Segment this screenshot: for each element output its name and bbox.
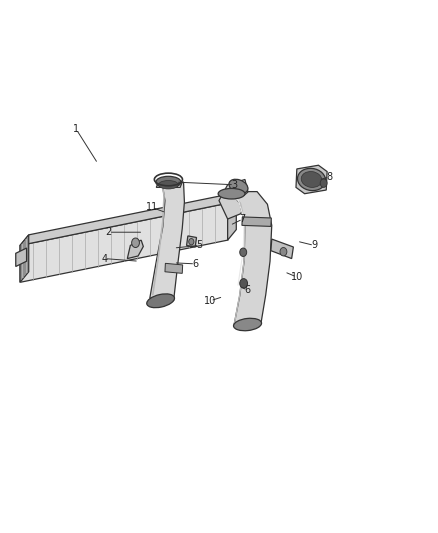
Text: 11: 11 [146, 203, 158, 213]
Text: 4: 4 [101, 254, 107, 264]
Text: 1: 1 [73, 124, 79, 134]
Circle shape [240, 248, 247, 256]
Text: 10: 10 [204, 296, 216, 306]
Text: 10: 10 [291, 272, 303, 282]
Text: 9: 9 [311, 240, 317, 251]
Circle shape [132, 238, 139, 247]
Text: 6: 6 [192, 259, 198, 269]
Polygon shape [20, 203, 228, 282]
Text: 3: 3 [231, 180, 237, 190]
Ellipse shape [147, 294, 174, 308]
Polygon shape [271, 239, 293, 259]
Ellipse shape [156, 176, 181, 188]
Ellipse shape [233, 318, 261, 331]
Text: 5: 5 [196, 240, 203, 251]
Circle shape [189, 239, 194, 245]
Polygon shape [165, 263, 183, 273]
Text: 8: 8 [326, 172, 332, 182]
Ellipse shape [229, 179, 248, 193]
Text: 7: 7 [240, 214, 246, 224]
Ellipse shape [218, 189, 245, 199]
Polygon shape [150, 182, 184, 301]
Ellipse shape [159, 181, 178, 189]
Polygon shape [296, 165, 327, 193]
Text: 6: 6 [244, 285, 250, 295]
Polygon shape [127, 240, 143, 259]
Polygon shape [187, 236, 197, 247]
Polygon shape [242, 217, 271, 227]
Polygon shape [228, 192, 236, 240]
Polygon shape [16, 248, 27, 266]
Polygon shape [219, 191, 272, 325]
Ellipse shape [297, 168, 325, 191]
Polygon shape [219, 180, 249, 219]
Circle shape [320, 179, 327, 188]
Polygon shape [20, 235, 29, 282]
Circle shape [240, 279, 247, 288]
Polygon shape [20, 192, 236, 245]
Circle shape [280, 247, 287, 256]
Text: 2: 2 [106, 227, 112, 237]
Ellipse shape [301, 172, 322, 188]
